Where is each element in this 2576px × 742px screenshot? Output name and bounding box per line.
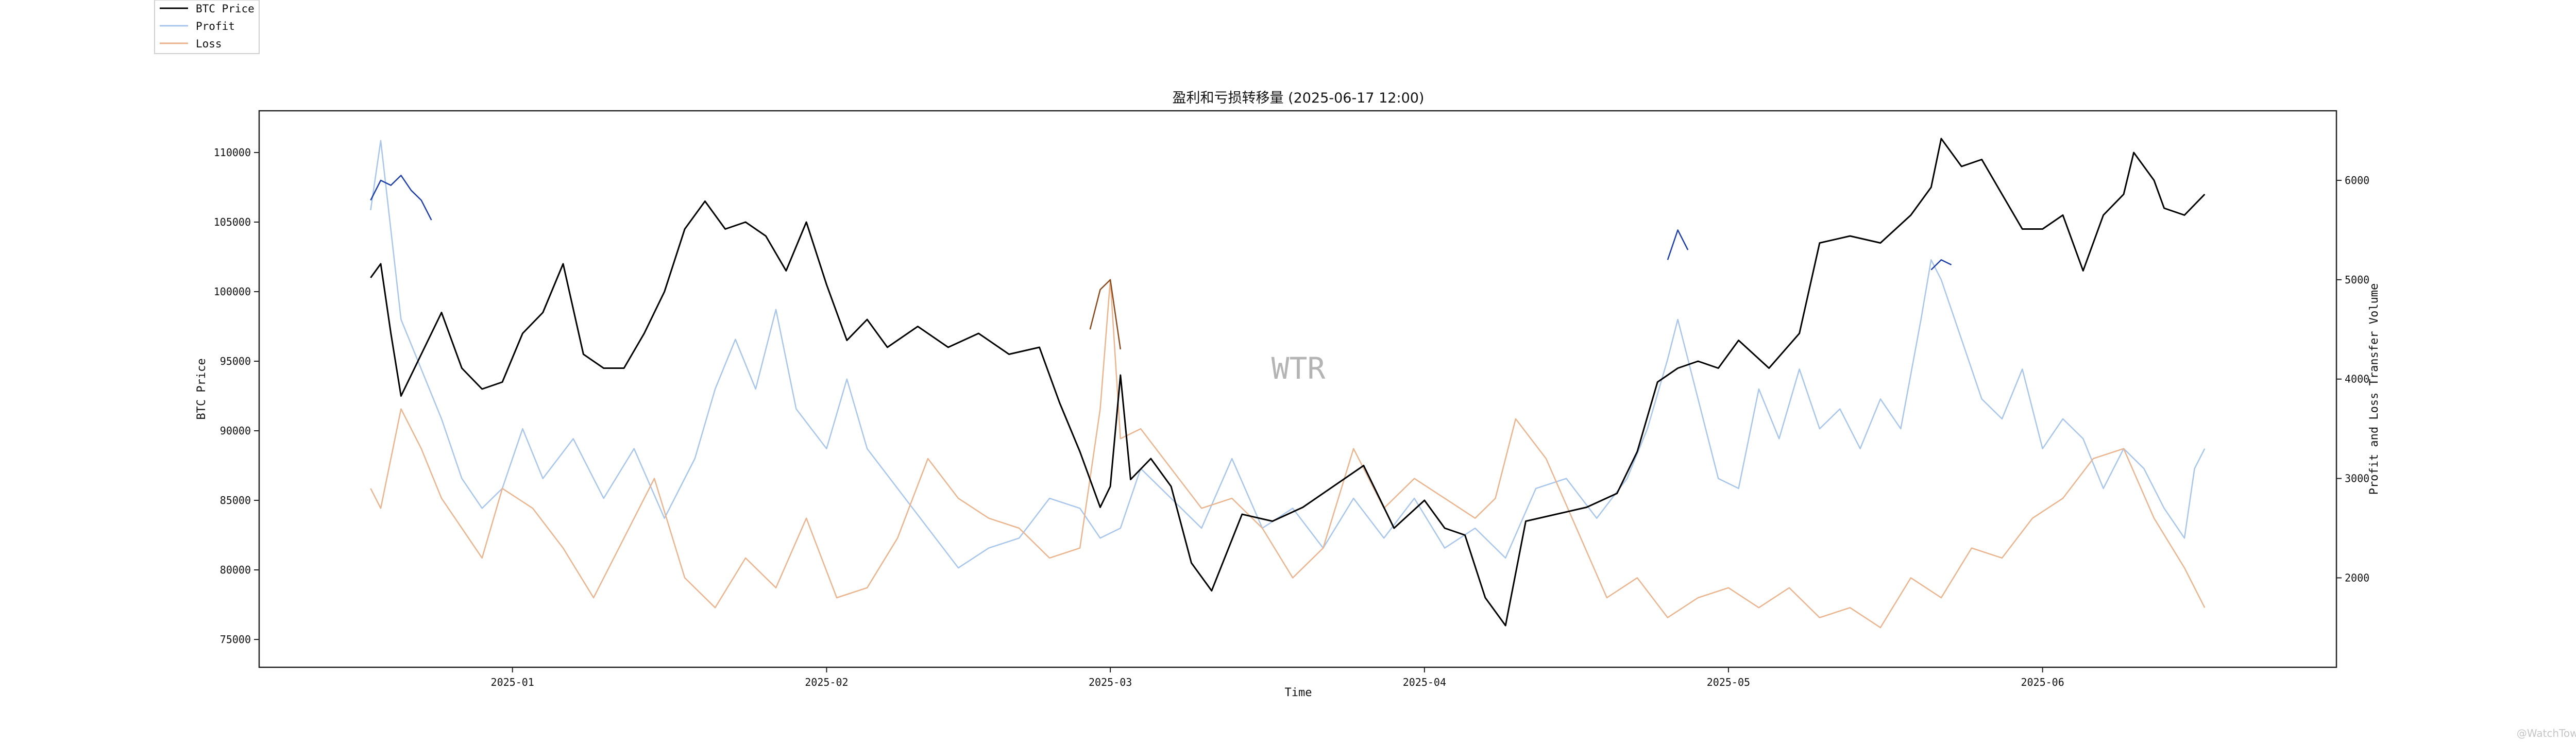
highlight-segment-line-6 <box>1089 279 1122 350</box>
x-tick-label: 2025-04 <box>1403 676 1446 688</box>
plot-frame <box>258 110 2337 668</box>
y-axis-right-title: Profit and Loss Transfer Volume <box>2368 283 2381 495</box>
y-right-tick-label: 4000 <box>2345 373 2369 385</box>
x-tick-label: 2025-02 <box>805 676 848 688</box>
y-right-tick-label: 6000 <box>2345 174 2369 187</box>
legend-label-loss: Loss <box>196 38 222 50</box>
y-left-tick-label: 95000 <box>220 355 251 367</box>
series-btc-price-line <box>370 138 2206 627</box>
y-right-tick-label: 5000 <box>2345 274 2369 286</box>
y-left-tick-label: 75000 <box>220 633 251 646</box>
y-left-tick-label: 100000 <box>214 285 251 298</box>
footer-watermark: @WatchTower <box>2517 727 2576 739</box>
x-axis-title: Time <box>1285 686 1312 699</box>
series-profit-line <box>370 140 2206 569</box>
legend: BTC Price Profit Loss <box>154 0 260 54</box>
x-tick-label: 2025-03 <box>1089 676 1132 688</box>
y-left-tick-label: 110000 <box>214 146 251 159</box>
legend-label-btc-price: BTC Price <box>196 3 255 15</box>
legend-label-profit: Profit <box>196 20 235 32</box>
y-left-tick-label: 90000 <box>220 425 251 437</box>
y-left-tick-label: 105000 <box>214 216 251 228</box>
x-tick-label: 2025-06 <box>2021 676 2064 688</box>
y-right-tick-label: 2000 <box>2345 571 2369 584</box>
x-tick-label: 2025-01 <box>491 676 534 688</box>
x-tick-label: 2025-05 <box>1707 676 1750 688</box>
highlight-segment-line-5 <box>1930 259 1952 271</box>
series-layer <box>370 138 2206 629</box>
tick-layer: 2025-01 2025-02 2025-03 2025-04 2025-05 2025-… <box>214 146 2369 688</box>
watermark: WTR <box>1272 351 1326 386</box>
y-left-tick-label: 85000 <box>220 494 251 507</box>
highlight-segment-line-3 <box>370 175 432 221</box>
y-left-tick-label: 80000 <box>220 564 251 576</box>
y-right-tick-label: 3000 <box>2345 473 2369 485</box>
y-axis-left-title: BTC Price <box>195 358 208 419</box>
highlight-segment-line-4 <box>1667 229 1689 260</box>
chart-title: 盈利和亏损转移量 (2025-06-17 12:00) <box>1173 90 1425 106</box>
series-loss-line <box>370 279 2206 629</box>
